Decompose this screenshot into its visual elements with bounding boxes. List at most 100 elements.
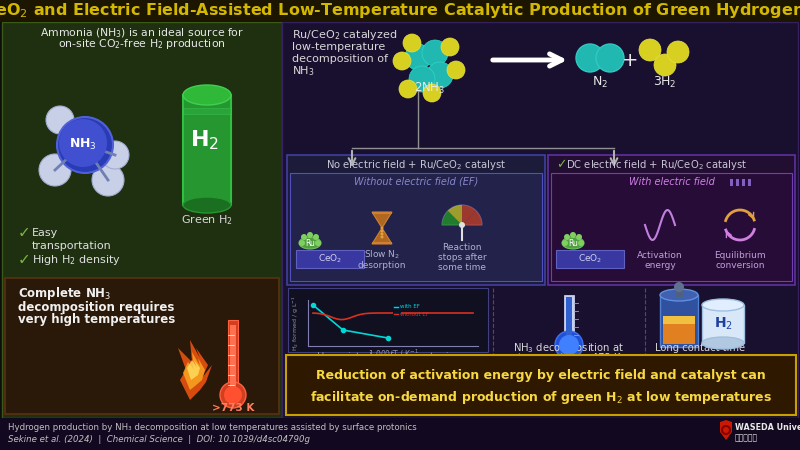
Text: CeO$_2$: CeO$_2$: [578, 253, 602, 265]
Bar: [282, 22, 798, 418]
Circle shape: [393, 52, 411, 70]
Text: Green H$_2$: Green H$_2$: [181, 213, 233, 227]
Text: transportation: transportation: [32, 241, 112, 251]
Text: Without electric field (EF): Without electric field (EF): [354, 177, 478, 187]
Text: low-temperature: low-temperature: [292, 42, 386, 52]
Circle shape: [596, 44, 624, 72]
Bar: [675, 287, 683, 297]
Bar: [566, 297, 572, 341]
Text: N$_2$: N$_2$: [592, 74, 608, 90]
Circle shape: [59, 119, 107, 167]
Text: Reduction of activation energy by electric field and catalyst can: Reduction of activation energy by electr…: [316, 369, 766, 382]
Text: >773 K: >773 K: [212, 403, 254, 413]
Text: energy: energy: [644, 261, 676, 270]
Text: Easy: Easy: [32, 228, 58, 238]
Text: with EF: with EF: [400, 305, 420, 310]
Circle shape: [381, 233, 383, 235]
Polygon shape: [178, 340, 212, 400]
Bar: [702, 305, 744, 343]
Bar: [287, 155, 545, 285]
Text: Sekine et al. (2024)  |  Chemical Science  |  DOI: 10.1039/d4sc04790g: Sekine et al. (2024) | Chemical Science …: [8, 435, 310, 444]
Circle shape: [409, 66, 435, 92]
Text: Ru/CeO$_2$ catalyzed: Ru/CeO$_2$ catalyzed: [292, 28, 398, 42]
Text: WASEDA University: WASEDA University: [735, 423, 800, 432]
Text: 早稲田大学: 早稲田大学: [735, 433, 758, 442]
Text: CeO$_2$: CeO$_2$: [318, 253, 342, 265]
Text: decomposition of: decomposition of: [292, 54, 388, 64]
Text: DC electric field + Ru/CeO$_2$ catalyst: DC electric field + Ru/CeO$_2$ catalyst: [566, 158, 747, 172]
Bar: [736, 179, 739, 186]
Circle shape: [224, 386, 242, 404]
Text: Hydrogen production by NH₃ decomposition at low temperatures assisted by surface: Hydrogen production by NH₃ decomposition…: [8, 423, 417, 432]
Bar: [228, 320, 238, 392]
Bar: [680, 420, 798, 448]
Circle shape: [423, 84, 441, 102]
Text: Long contact time: Long contact time: [655, 343, 745, 353]
Wedge shape: [462, 205, 476, 225]
Wedge shape: [442, 205, 482, 225]
Bar: [730, 179, 733, 186]
Text: NH$_3$: NH$_3$: [292, 64, 314, 78]
Bar: [551, 173, 792, 281]
Circle shape: [92, 164, 124, 196]
Bar: [2, 22, 282, 418]
Text: very high temperatures: very high temperatures: [18, 314, 175, 327]
Ellipse shape: [702, 337, 744, 349]
Circle shape: [562, 240, 568, 246]
Bar: [748, 179, 751, 186]
Circle shape: [559, 335, 579, 355]
Circle shape: [101, 141, 129, 169]
Bar: [663, 316, 695, 344]
Circle shape: [578, 240, 584, 246]
Bar: [564, 295, 574, 343]
Circle shape: [441, 38, 459, 56]
Polygon shape: [187, 360, 200, 380]
Circle shape: [299, 240, 305, 246]
Text: Conversion rate: ~100% @ 398 K: Conversion rate: ~100% @ 398 K: [617, 353, 783, 363]
Bar: [0, 418, 800, 450]
Text: Complete NH$_3$: Complete NH$_3$: [18, 284, 111, 302]
Text: desorption: desorption: [358, 261, 406, 270]
Text: Ru: Ru: [568, 238, 578, 248]
Circle shape: [405, 44, 431, 70]
Text: H$_2$ formed / g L$^{-1}$: H$_2$ formed / g L$^{-1}$: [291, 295, 301, 351]
Circle shape: [674, 282, 684, 292]
Text: High H$_2$ density: High H$_2$ density: [32, 253, 121, 267]
Text: H$_2$: H$_2$: [714, 316, 733, 332]
Bar: [288, 288, 488, 352]
Ellipse shape: [183, 197, 231, 213]
Text: H$_2$-assisted surface protonics: H$_2$-assisted surface protonics: [316, 350, 460, 364]
Text: 1,000/T / K$^{-1}$: 1,000/T / K$^{-1}$: [367, 347, 418, 361]
Text: decomposition requires: decomposition requires: [18, 301, 174, 314]
Circle shape: [427, 62, 453, 88]
Bar: [548, 155, 795, 285]
Text: on-site CO$_2$-free H$_2$ production: on-site CO$_2$-free H$_2$ production: [58, 37, 226, 51]
Polygon shape: [183, 352, 205, 390]
Text: 3H$_2$: 3H$_2$: [654, 74, 677, 90]
Text: without EF: without EF: [400, 311, 429, 316]
Bar: [220, 185, 226, 203]
Text: +: +: [622, 50, 638, 69]
Circle shape: [422, 40, 448, 66]
Circle shape: [301, 234, 307, 240]
Bar: [5, 278, 279, 414]
Text: ✓: ✓: [18, 252, 30, 267]
Text: ✓: ✓: [556, 158, 566, 171]
Bar: [742, 179, 745, 186]
Text: temperature <473 K: temperature <473 K: [518, 353, 620, 363]
Bar: [296, 250, 364, 268]
Polygon shape: [372, 228, 392, 244]
Text: H$_2$: H$_2$: [190, 128, 219, 152]
Text: Ammonia (NH$_3$) is an ideal source for: Ammonia (NH$_3$) is an ideal source for: [40, 26, 244, 40]
Circle shape: [654, 54, 676, 76]
Text: stops after: stops after: [438, 253, 486, 262]
Bar: [290, 173, 542, 281]
Circle shape: [403, 34, 421, 52]
Bar: [372, 242, 392, 244]
Text: Reaction: Reaction: [442, 243, 482, 252]
Circle shape: [667, 41, 689, 63]
Text: some time: some time: [438, 264, 486, 273]
Wedge shape: [462, 211, 482, 225]
Polygon shape: [372, 212, 392, 228]
Circle shape: [639, 39, 661, 61]
